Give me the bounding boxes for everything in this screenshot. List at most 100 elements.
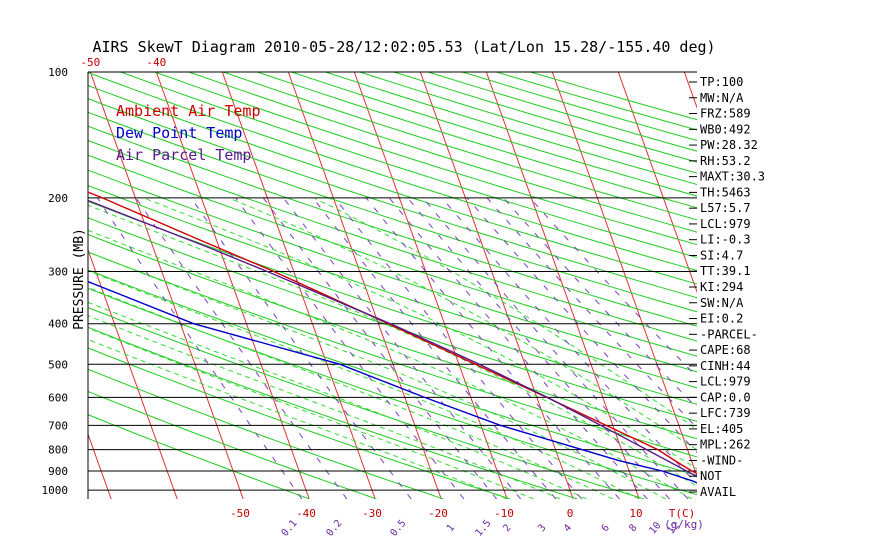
index-value: TP:100 [700, 75, 743, 89]
index-value: TT:39.1 [700, 264, 751, 278]
index-value: KI:294 [700, 280, 743, 294]
index-value: NOT [700, 469, 722, 483]
pressure-tick-labels: 100 200 300 400 500 600 700 800 900 1000 [42, 66, 69, 497]
pressure-tick-label: 100 [48, 66, 68, 79]
mixing-ratio-line [529, 197, 697, 378]
pressure-tick-label: 700 [48, 419, 68, 432]
moist-adiabat-line [88, 286, 614, 499]
isotherm-line [88, 248, 178, 499]
dry-adiabat-line [154, 72, 697, 246]
index-value: L57:5.7 [700, 201, 751, 215]
index-value: RH:53.2 [700, 154, 751, 168]
mixing-ratio-line [135, 197, 348, 499]
bottom-temperature-tick: -40 [296, 507, 316, 520]
bottom-axis-unit: T(C) [669, 507, 696, 520]
mixing-ratio-label: 1 [445, 523, 457, 535]
dry-adiabat-line [88, 84, 697, 285]
mixing-ratio-line [96, 197, 303, 499]
index-value: LFC:739 [700, 406, 751, 420]
legend-entry: Air Parcel Temp [116, 146, 251, 164]
pressure-tick-label: 900 [48, 465, 68, 478]
moist-adiabat-line [88, 251, 666, 499]
y-axis-label: PRESSURE (MB) [72, 228, 87, 330]
dry-adiabat-line [88, 414, 310, 499]
isotherm-line [155, 72, 310, 499]
index-value: CAP:0.0 [700, 390, 751, 404]
moist-adiabat-line [88, 204, 697, 487]
pressure-tick-label: 400 [48, 318, 68, 331]
moist-adiabat-line [88, 270, 640, 499]
dry-adiabat-line [88, 306, 645, 499]
mixing-ratio-unit: (g/kg) [664, 518, 704, 531]
mixing-ratio-line [407, 197, 670, 499]
moist-adiabat-lines [88, 197, 697, 499]
dry-adiabat-line [88, 72, 697, 272]
mixing-ratio-label: 3 [536, 523, 548, 535]
bottom-temperature-tick: -20 [428, 507, 448, 520]
dry-adiabat-line [88, 251, 697, 458]
mixing-ratio-line [262, 197, 497, 499]
chart-title: AIRS SkewT Diagram 2010-05-28/12:02:05.5… [92, 38, 715, 56]
mixing-ratio-line [422, 197, 689, 499]
index-value: SI:4.7 [700, 248, 743, 262]
pressure-tick-label: 800 [48, 444, 68, 457]
dry-adiabat-line [120, 72, 697, 259]
pressure-tick-label: 300 [48, 266, 68, 279]
series-line-2 [88, 280, 697, 484]
dry-adiabat-line [88, 287, 697, 496]
moist-adiabat-line [88, 301, 587, 499]
isotherm-line [551, 72, 697, 478]
mixing-ratio-line [365, 197, 620, 499]
isotherm-line [617, 72, 697, 294]
bottom-temperature-tick: -30 [362, 507, 382, 520]
mixing-ratio-label: 6 [600, 523, 612, 535]
top-temperature-tick: -50 [80, 56, 100, 69]
dry-adiabat-line [88, 139, 697, 342]
moist-adiabat-line [88, 338, 508, 499]
mixing-ratio-line [334, 197, 583, 499]
dry-adiabat-line [88, 169, 697, 373]
bottom-temperature-tick: -50 [230, 507, 250, 520]
moist-adiabat-line [88, 229, 693, 499]
index-value: PW:28.32 [700, 138, 758, 152]
pressure-tick-label: 200 [48, 192, 68, 205]
dry-adiabat-lines [88, 72, 697, 499]
profile-lines [88, 191, 697, 484]
mixing-ratio-lines [96, 197, 697, 499]
mixing-ratio-line [312, 197, 557, 499]
bottom-temperature-tick: -10 [494, 507, 514, 520]
pressure-tick-label: 600 [48, 391, 68, 404]
index-value: WB0:492 [700, 122, 751, 136]
moist-adiabat-line [88, 315, 561, 499]
dry-adiabat-line [88, 200, 697, 405]
index-value: SW:N/A [700, 296, 744, 310]
dry-adiabat-line [88, 269, 697, 477]
legend-entry: Dew Point Temp [116, 124, 242, 142]
dry-adiabat-line [88, 347, 511, 499]
pressure-tick-label: 500 [48, 358, 68, 371]
dry-adiabat-line [88, 368, 444, 499]
moist-adiabat-line [88, 327, 534, 499]
dry-adiabat-line [88, 234, 697, 440]
mixing-ratio-line [388, 197, 648, 499]
isotherm-line [485, 72, 640, 499]
dry-adiabat-line [88, 111, 697, 313]
index-value: LCL:979 [700, 217, 751, 231]
index-value: FRZ:589 [700, 107, 751, 121]
dry-adiabat-line [88, 154, 697, 357]
mixing-ratio-label: 4 [562, 523, 574, 535]
mixing-ratio-line [235, 197, 465, 499]
isobar-lines [87, 71, 697, 499]
dry-adiabat-line [88, 98, 697, 299]
bottom-temperature-tick: 10 [629, 507, 642, 520]
index-value: MPL:262 [700, 438, 751, 452]
index-value: CAPE:68 [700, 343, 751, 357]
bottom-temperature-tick-labels: -50 -40 -30 -20 -10 0 10 T(C) [230, 507, 695, 520]
dry-adiabat-line [88, 390, 377, 499]
index-value: MW:N/A [700, 91, 744, 105]
index-value: CINH:44 [700, 359, 751, 373]
legend: Ambient Air Temp Dew Point Temp Air Parcel… [116, 102, 261, 164]
